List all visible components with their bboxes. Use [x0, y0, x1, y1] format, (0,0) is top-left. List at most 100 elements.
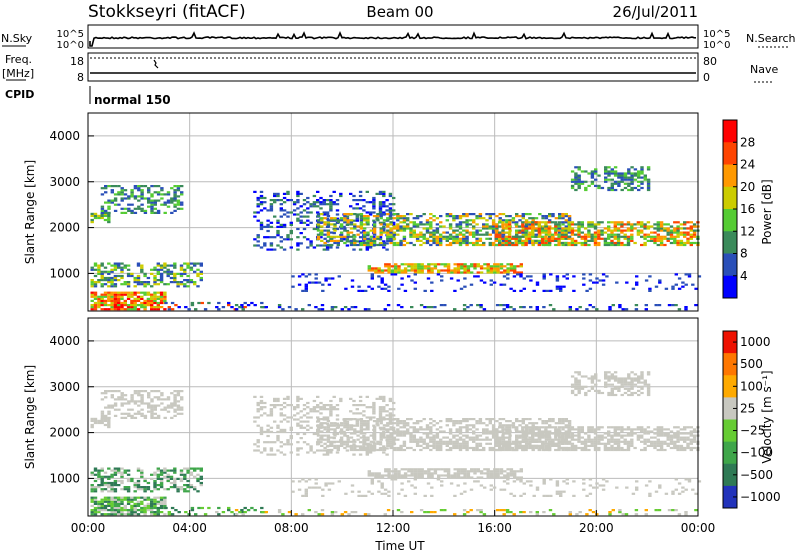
velocity-cell	[374, 476, 377, 478]
power-cell	[167, 202, 170, 204]
power-cell	[157, 210, 160, 212]
power-cell	[380, 242, 383, 244]
power-cell	[538, 213, 541, 215]
velocity-cell	[376, 441, 379, 443]
power-cell	[114, 283, 117, 285]
power-cell	[450, 269, 453, 271]
power-cell	[597, 223, 600, 225]
velocity-cell	[382, 451, 385, 453]
velocity-cell	[545, 420, 548, 422]
velocity-cell	[551, 441, 554, 443]
power-cell	[373, 240, 376, 242]
velocity-cell	[306, 416, 309, 418]
velocity-cell	[489, 422, 492, 424]
power-cell	[463, 263, 466, 265]
power-cell	[577, 221, 580, 223]
velocity-cell	[363, 420, 366, 422]
velocity-cell	[561, 441, 564, 443]
velocity-cell	[581, 443, 584, 445]
power-cell	[449, 225, 452, 227]
velocity-cell	[114, 468, 117, 470]
power-cell	[585, 308, 588, 310]
power-cell	[686, 232, 689, 234]
velocity-cell	[577, 437, 580, 439]
power-cell	[114, 204, 117, 206]
power-cell	[502, 234, 505, 236]
velocity-cell	[97, 478, 100, 480]
velocity-cell	[604, 447, 607, 449]
power-cell	[640, 236, 643, 238]
velocity-cell	[257, 445, 260, 447]
velocity-cell	[176, 486, 179, 488]
power-cell	[561, 238, 564, 240]
velocity-cell	[107, 424, 110, 426]
velocity-cell	[389, 408, 392, 410]
velocity-cell	[485, 418, 488, 420]
velocity-cell	[462, 441, 465, 443]
velocity-cell	[518, 420, 521, 422]
power-cell	[675, 284, 678, 286]
power-cell	[475, 217, 478, 219]
power-cell	[157, 200, 160, 202]
power-cell	[399, 227, 402, 229]
velocity-cell	[190, 472, 193, 474]
power-cell	[247, 304, 250, 306]
velocity-cell	[350, 426, 353, 428]
power-cell	[382, 246, 385, 248]
power-cell	[265, 306, 268, 308]
power-cell	[313, 246, 316, 248]
velocity-cell	[480, 470, 483, 472]
power-cell	[472, 236, 475, 238]
power-cell	[127, 204, 130, 206]
velocity-cell	[124, 417, 127, 419]
power-cell	[544, 225, 547, 227]
power-cell	[566, 277, 569, 279]
power-cell	[674, 304, 677, 306]
power-cell	[257, 211, 260, 213]
power-cell	[373, 242, 376, 244]
velocity-cell	[564, 441, 567, 443]
power-cell	[670, 230, 673, 232]
velocity-cell	[329, 406, 332, 408]
power-cell	[347, 213, 350, 215]
power-cell	[160, 296, 163, 298]
velocity-cell	[479, 418, 482, 420]
power-cell	[548, 213, 551, 215]
power-cell	[581, 238, 584, 240]
velocity-cell	[170, 482, 173, 484]
power-cell	[382, 203, 385, 205]
velocity-cell	[366, 420, 369, 422]
velocity-cell	[495, 449, 498, 451]
power-cell	[515, 215, 518, 217]
power-cell	[114, 308, 117, 310]
power-cell	[650, 236, 653, 238]
power-cell	[485, 232, 488, 234]
power-cell	[330, 236, 333, 238]
power-cell	[544, 238, 547, 240]
power-cell	[404, 290, 407, 292]
velocity-cell	[389, 447, 392, 449]
velocity-cell	[465, 428, 468, 430]
power-cell	[270, 242, 273, 244]
power-cell	[627, 177, 630, 179]
velocity-cell	[557, 428, 560, 430]
velocity-cell	[480, 476, 483, 478]
power-cell	[394, 273, 397, 275]
velocity-cell	[597, 441, 600, 443]
power-cell	[137, 195, 140, 197]
velocity-cell	[442, 443, 445, 445]
velocity-cell	[426, 447, 429, 449]
power-cell	[501, 244, 504, 246]
power-cell	[94, 292, 97, 294]
power-cell	[584, 181, 587, 183]
velocity-cell	[429, 430, 432, 432]
velocity-cell	[640, 430, 643, 432]
power-cell	[489, 244, 492, 246]
power-cell	[373, 215, 376, 217]
power-cell	[340, 223, 343, 225]
velocity-cell	[120, 507, 123, 509]
velocity-cell	[391, 474, 394, 476]
power-cell	[469, 234, 472, 236]
power-cell	[350, 221, 353, 223]
velocity-cell	[363, 449, 366, 451]
